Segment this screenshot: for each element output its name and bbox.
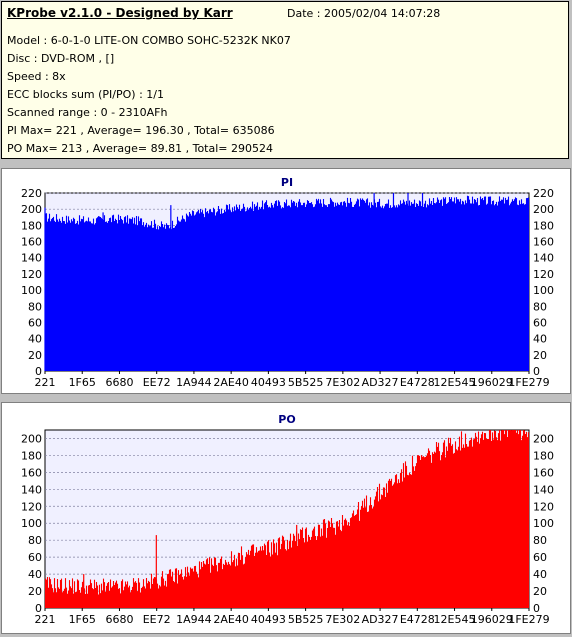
pi-chart: PI 0 0 20 20 40 40 60 60 80 80 100 100 120 120 140 140 16… xyxy=(21,176,554,389)
pi-ytick-right-4: 80 xyxy=(533,300,547,313)
pi-ytick-left-3: 60 xyxy=(28,316,42,329)
po-ytick-right-10: 200 xyxy=(533,432,554,445)
pi-xtick-6: 40493 xyxy=(251,376,286,389)
disc-line: Disc : DVD-ROM , [] xyxy=(7,52,115,65)
po-ytick-right-3: 60 xyxy=(533,551,547,564)
po-xtick-5: 2AE40 xyxy=(213,613,248,626)
speed-line: Speed : 8x xyxy=(7,70,66,83)
pi-xtick-9: AD327 xyxy=(362,376,399,389)
po-ytick-left-0: 0 xyxy=(35,602,42,615)
po-chart-panel: PO 0 0 20 20 40 40 60 60 80 80 100 100 120 120 140 140 16… xyxy=(1,402,571,634)
pi-ytick-left-11: 220 xyxy=(21,187,42,200)
po-ytick-left-10: 200 xyxy=(21,432,42,445)
pi-ytick-left-9: 180 xyxy=(21,219,42,232)
pi-ytick-right-6: 120 xyxy=(533,268,554,281)
pi-summary-line: PI Max= 221 , Average= 196.30 , Total= 6… xyxy=(7,124,275,137)
po-ytick-right-4: 80 xyxy=(533,534,547,547)
po-ytick-left-2: 40 xyxy=(28,568,42,581)
po-ytick-right-9: 180 xyxy=(533,449,554,462)
po-ytick-right-2: 40 xyxy=(533,568,547,581)
pi-xtick-7: 5B525 xyxy=(288,376,324,389)
pi-ytick-left-4: 80 xyxy=(28,300,42,313)
pi-series-area xyxy=(44,195,530,371)
pi-series-bars xyxy=(44,195,530,371)
po-ytick-left-1: 20 xyxy=(28,585,42,598)
pi-xtick-8: 7E302 xyxy=(325,376,360,389)
pi-ytick-right-1: 20 xyxy=(533,349,547,362)
pi-xtick-12: 196029 xyxy=(471,376,513,389)
pi-xtick-0: 221 xyxy=(35,376,56,389)
po-xtick-3: EE72 xyxy=(143,613,171,626)
pi-xtick-4: 1A944 xyxy=(176,376,212,389)
po-xtick-4: 1A944 xyxy=(176,613,212,626)
po-ytick-right-0: 0 xyxy=(533,602,540,615)
pi-ytick-right-0: 0 xyxy=(533,365,540,378)
po-xtick-13: 1FE279 xyxy=(508,613,549,626)
po-xtick-1: 1F65 xyxy=(69,613,96,626)
po-ytick-left-5: 100 xyxy=(21,517,42,530)
po-ytick-left-7: 140 xyxy=(21,483,42,496)
po-ytick-right-8: 160 xyxy=(533,466,554,479)
po-xtick-0: 221 xyxy=(35,613,56,626)
pi-xtick-11: 12E545 xyxy=(434,376,476,389)
pi-ytick-left-5: 100 xyxy=(21,284,42,297)
pi-ytick-right-7: 140 xyxy=(533,252,554,265)
po-chart: PO 0 0 20 20 40 40 60 60 80 80 100 100 120 120 140 140 16… xyxy=(21,413,554,626)
pi-chart-title: PI xyxy=(281,176,293,189)
pi-chart-panel: PI 0 0 20 20 40 40 60 60 80 80 100 100 120 120 140 140 16… xyxy=(1,168,571,394)
model-line: Model : 6-0-1-0 LITE-ON COMBO SOHC-5232K… xyxy=(7,34,291,47)
po-xtick-8: 7E302 xyxy=(325,613,360,626)
pi-ytick-left-10: 200 xyxy=(21,203,42,216)
po-ytick-left-3: 60 xyxy=(28,551,42,564)
po-xtick-2: 6680 xyxy=(105,613,133,626)
info-panel: KProbe v2.1.0 - Designed by Karr Date : … xyxy=(1,1,569,159)
pi-ytick-right-3: 60 xyxy=(533,316,547,329)
app-title: KProbe v2.1.0 - Designed by Karr xyxy=(7,6,233,20)
pi-xtick-13: 1FE279 xyxy=(508,376,549,389)
pi-ytick-right-9: 180 xyxy=(533,219,554,232)
pi-ytick-right-10: 200 xyxy=(533,203,554,216)
po-chart-title: PO xyxy=(278,413,295,426)
po-summary-line: PO Max= 213 , Average= 89.81 , Total= 29… xyxy=(7,142,273,155)
po-series-bars xyxy=(44,430,530,608)
po-xtick-12: 196029 xyxy=(471,613,513,626)
po-xtick-7: 5B525 xyxy=(288,613,324,626)
pi-ytick-left-0: 0 xyxy=(35,365,42,378)
po-ytick-left-8: 160 xyxy=(21,466,42,479)
po-xtick-6: 40493 xyxy=(251,613,286,626)
po-series-area xyxy=(44,430,530,608)
pi-ytick-right-8: 160 xyxy=(533,236,554,249)
pi-ytick-left-1: 20 xyxy=(28,349,42,362)
pi-ytick-left-6: 120 xyxy=(21,268,42,281)
po-xtick-9: AD327 xyxy=(362,613,399,626)
pi-xtick-2: 6680 xyxy=(105,376,133,389)
po-ytick-right-1: 20 xyxy=(533,585,547,598)
pi-xtick-10: E4728 xyxy=(400,376,435,389)
po-ytick-right-7: 140 xyxy=(533,483,554,496)
po-xtick-11: 12E545 xyxy=(434,613,476,626)
pi-ytick-right-2: 40 xyxy=(533,333,547,346)
pi-ytick-left-8: 160 xyxy=(21,236,42,249)
po-ytick-right-5: 100 xyxy=(533,517,554,530)
ecc-line: ECC blocks sum (PI/PO) : 1/1 xyxy=(7,88,164,101)
po-ytick-left-9: 180 xyxy=(21,449,42,462)
pi-xtick-3: EE72 xyxy=(143,376,171,389)
po-xtick-10: E4728 xyxy=(400,613,435,626)
pi-ytick-left-7: 140 xyxy=(21,252,42,265)
pi-xtick-1: 1F65 xyxy=(69,376,96,389)
scan-date: Date : 2005/02/04 14:07:28 xyxy=(287,7,441,20)
pi-xtick-5: 2AE40 xyxy=(213,376,248,389)
pi-ytick-right-5: 100 xyxy=(533,284,554,297)
range-line: Scanned range : 0 - 2310AFh xyxy=(7,106,168,119)
pi-ytick-left-2: 40 xyxy=(28,333,42,346)
po-ytick-right-6: 120 xyxy=(533,500,554,513)
po-ytick-left-6: 120 xyxy=(21,500,42,513)
po-ytick-left-4: 80 xyxy=(28,534,42,547)
pi-ytick-right-11: 220 xyxy=(533,187,554,200)
